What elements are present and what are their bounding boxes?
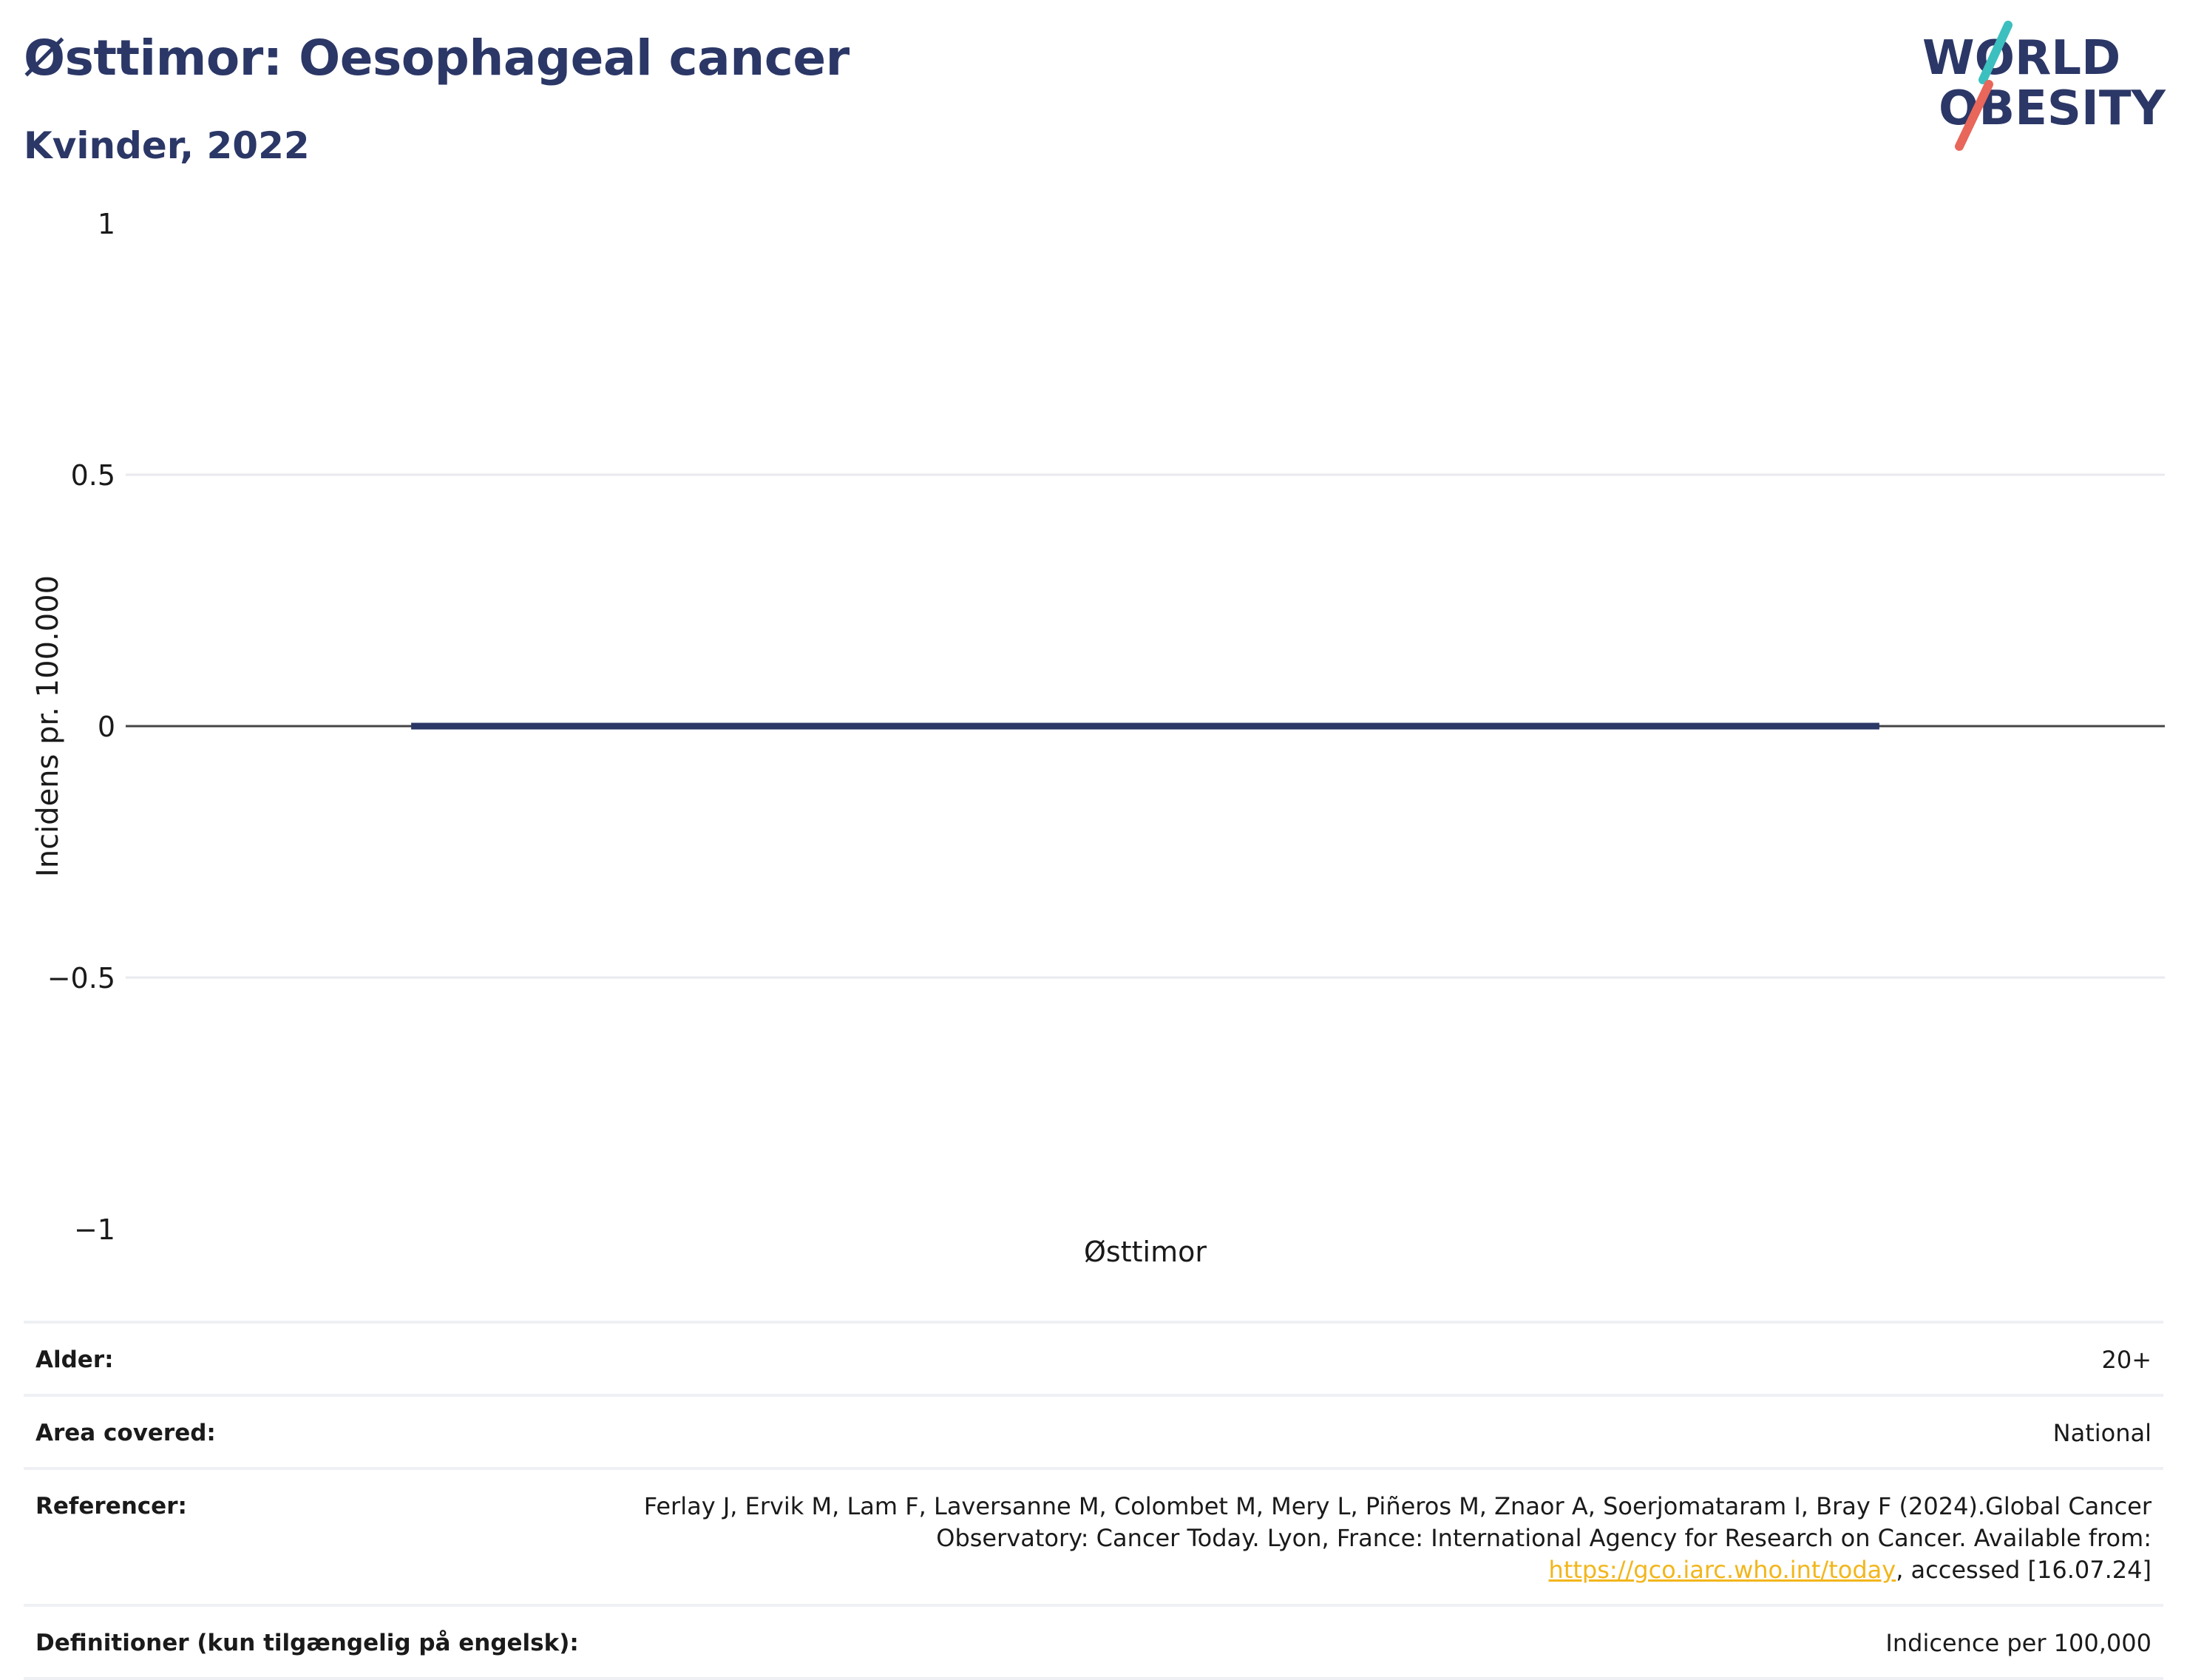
bar-chart: 1 0.5 0 −0.5 −1 Østtimor Incidens pr. 100.00… (31, 208, 2165, 1268)
y-axis-label: Incidens pr. 100.000 (31, 575, 65, 877)
y-tick-label: 0 (98, 711, 115, 743)
meta-label-references: Referencer: (35, 1493, 187, 1520)
meta-row-area: Area covered: National (24, 1394, 2163, 1467)
meta-value-definitions: Indicence per 100,000 (1885, 1629, 2152, 1657)
meta-row-age: Alder: 20+ (24, 1321, 2163, 1394)
y-tick-label: 1 (98, 208, 115, 240)
meta-label-area: Area covered: (35, 1420, 216, 1446)
bars (411, 722, 1879, 730)
chart-subtitle: Kvinder, 2022 (24, 124, 310, 167)
y-tick-label: −0.5 (47, 962, 115, 995)
meta-value-area: National (2052, 1419, 2152, 1447)
meta-row-references: Referencer: Ferlay J, Ervik M, Lam F, La… (24, 1467, 2163, 1604)
chart-title: Østtimor: Oesophageal cancer (24, 30, 850, 87)
metadata-table: Alder: 20+ Area covered: National Refere… (24, 1321, 2163, 1680)
x-tick-labels: Østtimor (1084, 1236, 1207, 1268)
meta-label-age: Alder: (35, 1347, 114, 1373)
y-tick-labels: 1 0.5 0 −0.5 −1 (47, 208, 115, 1246)
meta-value-references: Ferlay J, Ervik M, Lam F, Laversanne M, … (599, 1491, 2152, 1586)
logo-slash-coral (1955, 80, 1993, 151)
reference-accessed: , accessed [16.07.24] (1896, 1556, 2152, 1584)
meta-value-age: 20+ (2101, 1346, 2152, 1374)
bar-0 (411, 722, 1879, 730)
reference-link[interactable]: https://gco.iarc.who.int/today (1548, 1556, 1896, 1584)
logo-slash-teal (1979, 21, 2013, 84)
x-tick-label: Østtimor (1084, 1236, 1207, 1268)
reference-text: Ferlay J, Ervik M, Lam F, Laversanne M, … (643, 1492, 2152, 1552)
meta-row-definitions: Definitioner (kun tilgængelig på engelsk… (24, 1604, 2163, 1680)
y-tick-label: −1 (74, 1213, 115, 1246)
world-obesity-logo: WORLD OBESITY (1922, 21, 2166, 151)
y-tick-label: 0.5 (71, 459, 115, 492)
logo-text-world: WORLD (1922, 31, 2120, 86)
meta-label-definitions: Definitioner (kun tilgængelig på engelsk… (35, 1630, 579, 1656)
